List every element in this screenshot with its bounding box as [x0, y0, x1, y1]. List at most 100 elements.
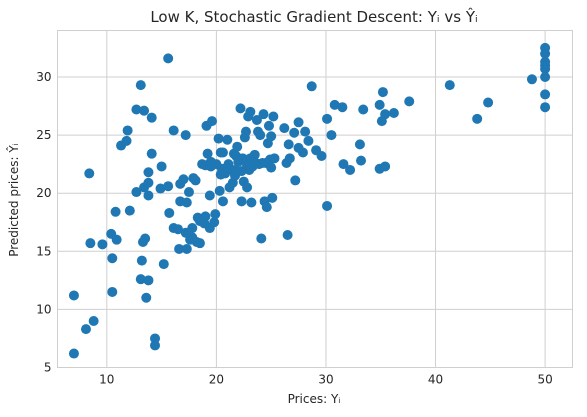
points-layer: [68, 42, 551, 359]
data-point: [168, 125, 179, 136]
y-tick-label: 20: [36, 186, 51, 200]
data-point: [258, 109, 269, 120]
data-point: [377, 87, 388, 98]
data-point: [303, 135, 314, 146]
data-point: [329, 99, 340, 110]
y-tick-label: 15: [36, 244, 51, 258]
data-point: [222, 134, 233, 145]
data-point: [136, 255, 147, 266]
x-tick-label: 50: [537, 373, 552, 387]
data-point: [306, 81, 317, 92]
data-point: [143, 167, 154, 178]
data-point: [300, 126, 311, 137]
data-point: [107, 286, 118, 297]
data-point: [190, 175, 201, 186]
data-point: [213, 133, 224, 144]
data-point: [110, 206, 121, 217]
data-point: [322, 200, 333, 211]
data-point: [150, 333, 161, 344]
data-point: [540, 89, 551, 100]
data-point: [97, 239, 108, 250]
data-point: [150, 340, 161, 351]
data-point: [266, 162, 277, 173]
data-point: [131, 104, 142, 115]
data-point: [180, 130, 191, 141]
data-point: [187, 223, 198, 234]
data-point: [232, 141, 243, 152]
y-axis-label: Predicted prices: Ŷᵢ: [6, 143, 21, 257]
data-point: [88, 316, 99, 327]
x-tick-label: 20: [209, 373, 224, 387]
data-point: [210, 209, 221, 220]
data-point: [194, 238, 205, 249]
data-point: [209, 217, 220, 228]
data-point: [207, 116, 217, 127]
y-tick-label: 30: [36, 70, 51, 84]
data-point: [316, 151, 327, 162]
data-point: [84, 168, 95, 179]
data-point: [135, 80, 146, 91]
x-tick-label: 30: [318, 373, 333, 387]
x-tick-label: 40: [428, 373, 443, 387]
y-tick-label: 5: [44, 361, 52, 375]
data-point: [540, 102, 551, 113]
data-point: [356, 155, 367, 166]
data-point: [266, 131, 277, 142]
data-point: [388, 108, 399, 119]
data-point: [146, 148, 157, 159]
data-point: [268, 111, 279, 122]
chart-title: Low K, Stochastic Gradient Descent: Yᵢ v…: [150, 7, 477, 26]
data-point: [181, 197, 192, 208]
data-point: [540, 71, 551, 82]
data-point: [540, 63, 551, 74]
data-point: [322, 113, 333, 124]
data-point: [200, 211, 211, 222]
data-point: [204, 190, 215, 201]
data-point: [251, 114, 262, 125]
data-point: [245, 106, 256, 117]
data-point: [143, 177, 154, 188]
data-point: [279, 123, 290, 134]
grid-layer: [57, 30, 573, 368]
data-point: [131, 187, 142, 198]
data-point: [68, 290, 79, 301]
data-point: [124, 205, 135, 216]
data-point: [85, 238, 96, 249]
data-point: [380, 109, 391, 120]
data-point: [156, 161, 167, 172]
data-point: [354, 139, 365, 150]
data-point: [269, 153, 280, 164]
data-point: [337, 102, 348, 113]
data-point: [122, 125, 133, 136]
x-tick-label: 10: [99, 373, 114, 387]
data-point: [267, 192, 278, 203]
data-point: [263, 120, 274, 131]
data-point: [146, 112, 157, 123]
data-point: [80, 324, 91, 335]
tick-layer: 10 20 30 40 50 5 10 15 20 25 30: [36, 70, 553, 387]
data-point: [444, 80, 455, 91]
data-point: [158, 259, 169, 270]
data-point: [143, 275, 154, 286]
data-point: [178, 174, 189, 185]
data-point: [217, 147, 228, 158]
data-point: [121, 135, 132, 146]
data-point: [289, 127, 300, 138]
data-point: [526, 74, 537, 85]
data-point: [283, 139, 294, 150]
data-point: [540, 48, 551, 59]
data-point: [374, 99, 385, 110]
data-point: [338, 159, 349, 170]
data-point: [173, 224, 184, 235]
data-point: [174, 243, 185, 254]
data-point: [164, 207, 175, 218]
data-point: [181, 243, 192, 254]
data-point: [143, 190, 154, 201]
data-point: [358, 104, 369, 115]
data-point: [282, 230, 293, 241]
data-point: [235, 103, 246, 114]
data-point: [111, 234, 122, 245]
data-point: [483, 97, 494, 108]
